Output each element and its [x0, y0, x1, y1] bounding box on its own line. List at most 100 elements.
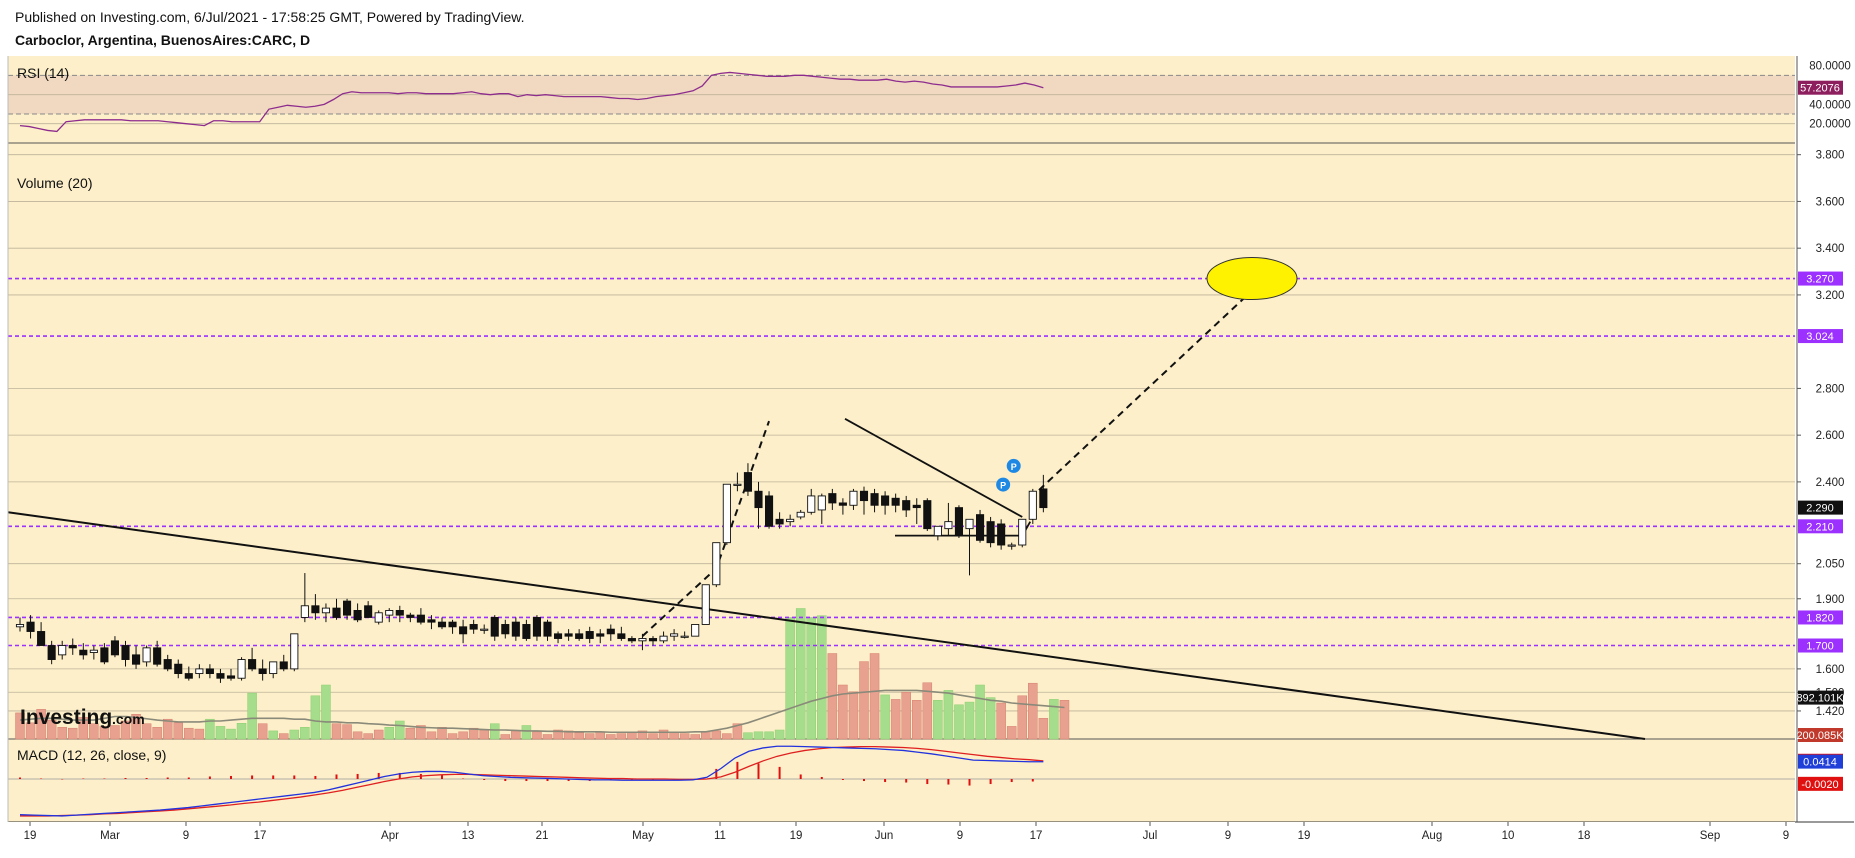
- candle-body: [543, 621, 552, 637]
- volume-bar: [996, 702, 1006, 740]
- level-value-box-bg: [1798, 329, 1843, 344]
- level-value-box: 2.210: [1798, 519, 1843, 534]
- candle-body: [395, 610, 404, 616]
- volume-bar: [279, 733, 289, 740]
- volume-bar: [194, 728, 205, 740]
- candle-body: [754, 490, 763, 509]
- price-tick-label: 3.800: [1816, 150, 1845, 162]
- volume-bar: [437, 727, 447, 740]
- volume-bar: [89, 723, 99, 740]
- volume-bar: [458, 731, 468, 740]
- candle-body: [976, 514, 985, 541]
- level-value-box-text: 3.024: [1806, 331, 1834, 343]
- level-value-box-text: 3.270: [1806, 274, 1834, 286]
- candle-body: [269, 661, 278, 675]
- candle-body: [195, 668, 204, 675]
- time-tick-label: 9: [1783, 830, 1789, 842]
- pane-labels: RSI (14) Volume (20) MACD (12, 26, close…: [17, 65, 166, 763]
- time-tick-label: Sep: [1700, 830, 1720, 842]
- candle-body: [332, 607, 341, 618]
- volume-bar: [152, 727, 162, 740]
- price-tick-label: 2.050: [1816, 559, 1845, 571]
- volume-bar: [46, 719, 57, 740]
- level-value-box-text: 2.210: [1806, 521, 1834, 533]
- candle-body: [68, 645, 77, 649]
- macd-label: MACD (12, 26, close, 9): [17, 747, 166, 763]
- time-tick-label: Jun: [875, 830, 894, 842]
- volume-bar: [395, 720, 405, 740]
- candle-body: [965, 518, 974, 530]
- volume-bar: [1049, 699, 1059, 740]
- volume-bar: [817, 615, 827, 740]
- macd-value-box-text: 0.0414: [1803, 757, 1837, 769]
- time-tick-label: 18: [1578, 830, 1591, 842]
- candle-body: [986, 521, 995, 544]
- time-tick-label: May: [632, 830, 654, 842]
- volume-bar: [268, 730, 278, 740]
- candle-body: [944, 521, 953, 530]
- pivot-marker-label: P: [1011, 462, 1017, 472]
- volume-bar: [743, 732, 753, 740]
- candle-body: [743, 472, 752, 492]
- volume-bar: [500, 734, 511, 740]
- candle-body: [216, 673, 225, 679]
- candle-body: [416, 614, 425, 623]
- candle-body: [670, 633, 679, 637]
- macd-hist-box: -0.0020: [1798, 776, 1843, 791]
- volume-bar: [848, 691, 859, 740]
- candle-body: [321, 607, 331, 614]
- volume-bar: [1006, 726, 1017, 740]
- candle-body: [279, 661, 288, 670]
- candle-body: [237, 659, 246, 679]
- candle-body: [796, 511, 805, 518]
- candle-body: [775, 518, 784, 525]
- volume-ma-box: 892.101K: [1796, 690, 1844, 705]
- candle-body: [733, 483, 742, 486]
- volume-bar: [300, 727, 310, 740]
- candle-body: [311, 605, 320, 614]
- candle-body: [617, 633, 626, 639]
- candle-body: [902, 500, 911, 511]
- rsi-value-box-text: 57.2076: [1800, 83, 1840, 95]
- price-tick-label: 3.600: [1816, 196, 1845, 208]
- price-tick-label: 2.600: [1816, 430, 1845, 442]
- price-tick-label: 3.400: [1816, 243, 1845, 255]
- rsi-tick-label: 80.0000: [1809, 61, 1851, 73]
- logo-suffix: .com: [112, 711, 145, 727]
- candle-body: [100, 647, 109, 663]
- volume-bar: [574, 732, 584, 740]
- price-tick-label: 1.600: [1816, 664, 1845, 676]
- candle-body: [290, 633, 299, 670]
- rsi-value-box: 57.2076: [1798, 80, 1843, 95]
- time-tick-label: 11: [714, 830, 726, 842]
- candle-body: [564, 633, 573, 637]
- candle-body: [110, 640, 119, 656]
- candle-body: [37, 631, 46, 646]
- volume-bar: [426, 731, 437, 740]
- time-tick-label: 19: [790, 830, 803, 842]
- volume-bar: [205, 718, 215, 740]
- volume-bar: [553, 729, 563, 740]
- macd-hist-box-bg: [1798, 776, 1843, 791]
- time-tick-label: 9: [183, 830, 189, 842]
- volume-bar: [595, 731, 605, 740]
- volume-bar: [732, 723, 743, 740]
- volume-bar: [68, 727, 78, 740]
- level-value-box: 3.024: [1798, 329, 1843, 344]
- volume-bar: [479, 729, 489, 740]
- time-tick-label: 9: [1225, 830, 1231, 842]
- last-price-box-text: 2.290: [1806, 503, 1834, 515]
- volume-bar: [1028, 682, 1038, 740]
- projection-dashed-line: [1029, 277, 1266, 499]
- volume-bar: [342, 724, 352, 740]
- time-tick-label: Apr: [381, 830, 399, 842]
- volume-bar: [954, 704, 964, 740]
- macd-signal-line: [20, 746, 1044, 817]
- volume-bar: [648, 733, 658, 740]
- volume-bar: [490, 723, 500, 740]
- candle-body: [121, 645, 130, 660]
- time-tick-label: 17: [1030, 830, 1043, 842]
- candle-body: [817, 495, 826, 511]
- axes: 3.800 3.600 3.400 3.200 2.800 2.600 2.400 2.050…: [7, 56, 1851, 842]
